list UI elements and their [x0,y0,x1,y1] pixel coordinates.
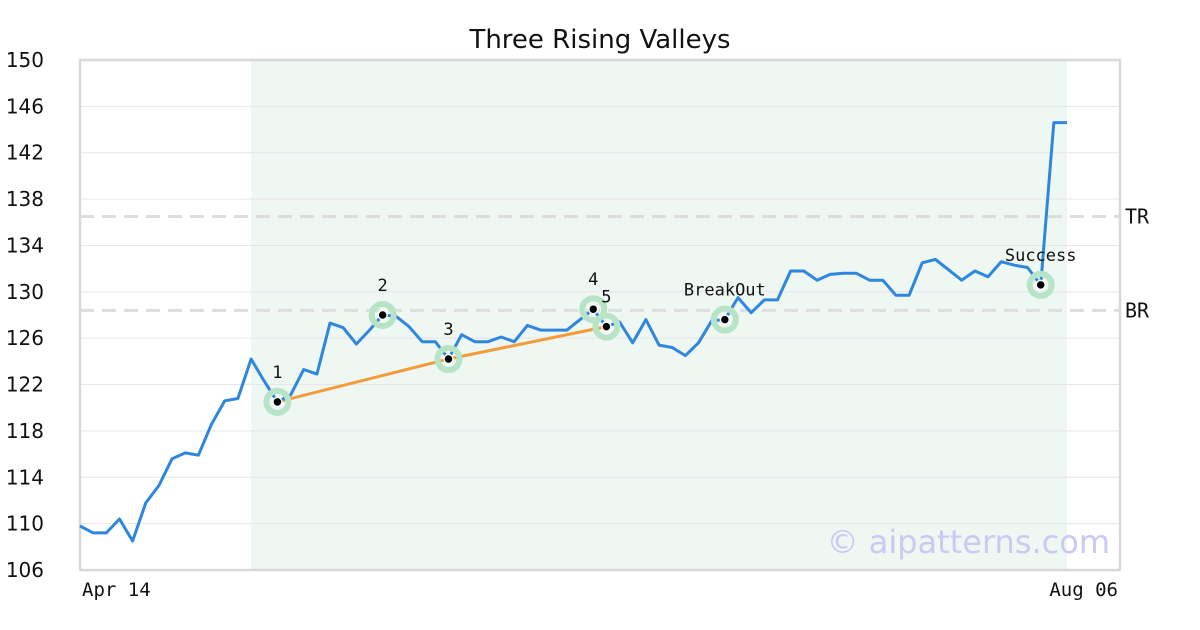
x-tick-label-end: Aug 06 [1049,579,1118,601]
price-line [79,121,1067,543]
y-tick-label-126: 126 [6,326,44,350]
point-ring-success [1026,270,1055,299]
y-tick-label-106: 106 [6,558,44,582]
level-label-br: BR [1125,298,1150,322]
point-label-3: 3 [443,320,453,340]
chart-title: Three Rising Valleys [468,25,730,55]
point-ring-5 [592,312,621,341]
point-dot-1 [272,396,283,408]
point-label-1: 1 [272,363,282,383]
point-dot-success [1035,279,1046,291]
y-axis-tick-labels: 106 110 114 118 122 126 130 134 138 142 146 150 [6,48,44,582]
point-ring-3 [434,345,463,374]
y-tick-label-150: 150 [6,48,44,72]
y-tick-label-146: 146 [6,94,44,118]
point-dot-4 [587,303,599,315]
point-ring-2 [368,301,397,329]
point-dot-3 [443,353,454,365]
point-label-breakout: BreakOut [684,281,766,301]
point-dot-5 [601,321,612,332]
plot-area-border [78,58,1122,572]
grid-lines [80,105,1120,525]
point-label-2: 2 [378,276,388,296]
x-tick-label-start: Apr 14 [82,579,151,601]
price-series [79,121,1067,543]
watermark-text: © aipatterns.com [827,523,1110,561]
point-ring-4 [579,295,608,324]
y-tick-label-142: 142 [6,141,44,165]
y-tick-label-114: 114 [6,465,44,489]
point-ring-breakout [710,305,739,334]
pattern-points: 1 2 3 45 BreakOut Success [263,246,1077,416]
point-label-5: 5 [601,288,611,308]
point-label-success: Success [1005,246,1077,266]
point-ring-1 [263,387,292,416]
point-label-4: 4 [588,270,598,290]
point-dot-breakout [719,314,731,325]
y-tick-label-118: 118 [6,419,44,443]
point-dot-2 [377,309,388,321]
y-tick-label-110: 110 [6,512,44,536]
y-tick-label-130: 130 [6,280,44,304]
level-label-tr: TR [1125,204,1150,228]
level-lines: TR BR [80,204,1150,322]
y-tick-label-134: 134 [6,233,44,257]
y-tick-label-122: 122 [6,373,44,397]
y-tick-label-138: 138 [6,187,44,211]
